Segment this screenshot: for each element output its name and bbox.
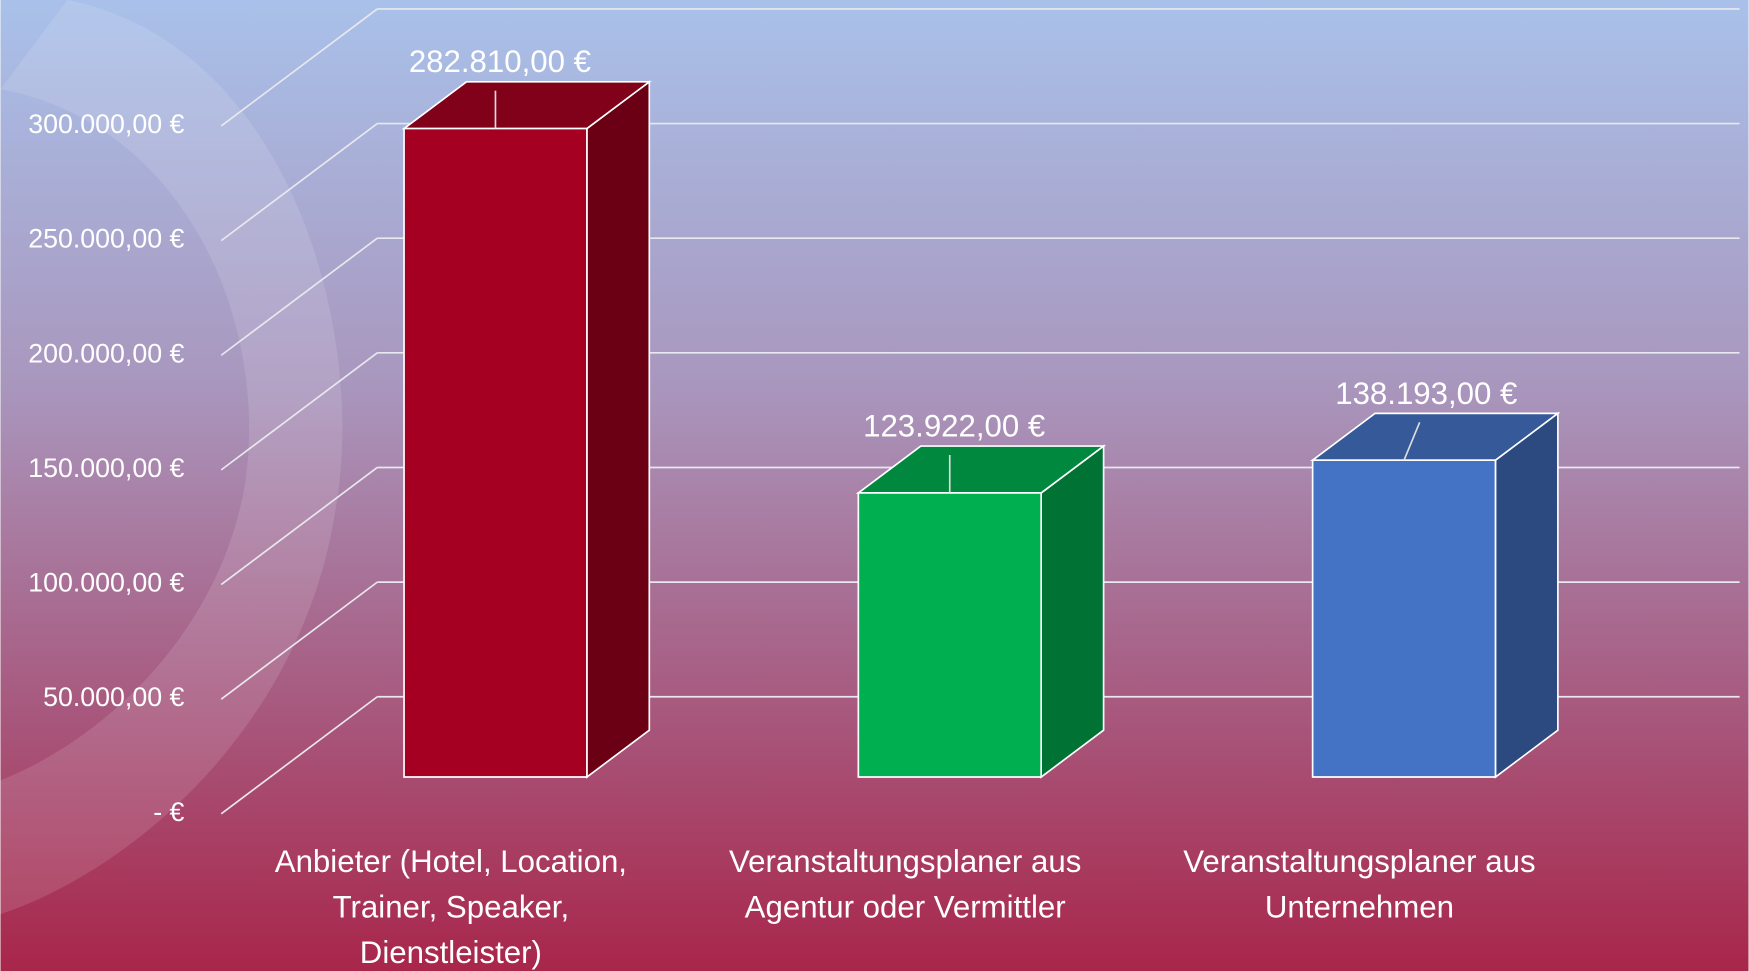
grid-line [220,696,378,815]
bar-front [857,492,1043,778]
bar-side [1040,444,1105,779]
value-label: 138.193,00 € [1335,376,1517,411]
decoration [0,0,343,915]
y-tick-label: - € [153,797,184,827]
y-tick-label: 50.000,00 € [43,682,184,712]
grid-line [220,122,378,242]
bar-side [586,80,651,779]
category-label-box: Veranstaltungsplaner aus Agentur oder Ve… [729,843,1082,925]
bar-front [403,127,588,778]
grid-line [220,581,378,700]
bar-front [1311,459,1497,778]
bar-side [1494,411,1559,779]
y-tick-label: 200.000,00 € [28,338,184,368]
y-tick-label: 100.000,00 € [28,568,184,598]
category-label-box: Anbieter (Hotel, Location, Trainer, Spea… [274,843,627,970]
y-tick-label: 300.000,00 € [28,109,184,139]
x-tick-label: Veranstaltungsplaner aus Unternehmen [1183,843,1536,925]
value-label: 123.922,00 € [863,408,1045,443]
grid-line [220,8,378,127]
x-tick-label: Anbieter (Hotel, Location, Trainer, Spea… [274,843,627,970]
category-label-box: Veranstaltungsplaner aus Unternehmen [1183,843,1536,925]
leader-line [1403,421,1421,461]
x-tick-label: Veranstaltungsplaner aus Agentur oder Ve… [729,843,1082,925]
y-tick-label: 250.000,00 € [28,224,184,254]
bar [401,80,652,779]
grid-line [220,466,378,586]
bar [855,444,1107,779]
grid-line [220,352,378,471]
grid-line [220,237,378,356]
value-label: 282.810,00 € [409,44,591,79]
y-tick-label: 150.000,00 € [28,453,184,483]
bar [1310,411,1561,779]
